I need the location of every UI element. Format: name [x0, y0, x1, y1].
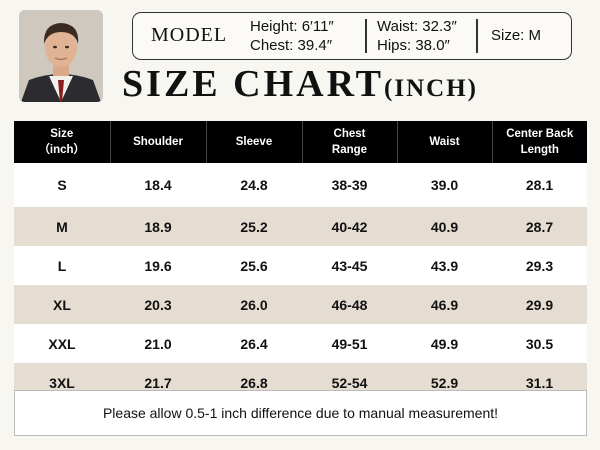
cell-shoulder: 19.6	[110, 246, 206, 285]
cell-size: M	[14, 207, 110, 246]
cell-chest-range: 49-51	[302, 324, 397, 363]
cell-chest-range: 40-42	[302, 207, 397, 246]
table-row: XXL 21.0 26.4 49-51 49.9 30.5	[14, 324, 587, 363]
cell-waist: 43.9	[397, 246, 492, 285]
model-hips: Hips: 38.0″	[377, 37, 450, 54]
title-main: SIZE CHART	[122, 63, 385, 105]
model-waist: Waist: 32.3″	[377, 18, 457, 35]
cell-sleeve: 25.6	[206, 246, 302, 285]
cell-shoulder: 18.4	[110, 163, 206, 207]
cell-size: XXL	[14, 324, 110, 363]
cell-shoulder: 20.3	[110, 285, 206, 324]
divider	[476, 19, 478, 53]
cell-sleeve: 24.8	[206, 163, 302, 207]
table-header-row: Size （inch） Shoulder Sleeve Chest Range Wa…	[14, 121, 587, 163]
cell-size: L	[14, 246, 110, 285]
cell-sleeve: 26.0	[206, 285, 302, 324]
cell-shoulder: 21.0	[110, 324, 206, 363]
model-height: Height: 6′11″	[250, 18, 334, 35]
cell-center-back-length: 28.7	[492, 207, 587, 246]
measurement-note: Please allow 0.5-1 inch difference due t…	[102, 405, 499, 421]
cell-chest-range: 43-45	[302, 246, 397, 285]
table-row: L 19.6 25.6 43-45 43.9 29.3	[14, 246, 587, 285]
cell-sleeve: 25.2	[206, 207, 302, 246]
table-row: M 18.9 25.2 40-42 40.9 28.7	[14, 207, 587, 246]
header-chest-range: Chest Range	[301, 121, 397, 163]
cell-waist: 49.9	[397, 324, 492, 363]
cell-size: S	[14, 163, 110, 207]
table-row: S 18.4 24.8 38-39 39.0 28.1	[14, 163, 587, 207]
table-row: XL 20.3 26.0 46-48 46.9 29.9	[14, 285, 587, 324]
cell-waist: 39.0	[397, 163, 492, 207]
model-size: Size: M	[491, 27, 542, 44]
cell-center-back-length: 28.1	[492, 163, 587, 207]
cell-waist: 46.9	[397, 285, 492, 324]
title-unit: (INCH)	[384, 75, 478, 102]
cell-center-back-length: 30.5	[492, 324, 587, 363]
cell-waist: 40.9	[397, 207, 492, 246]
cell-shoulder: 18.9	[110, 207, 206, 246]
size-table: Size （inch） Shoulder Sleeve Chest Range Wa…	[14, 121, 587, 402]
header-center-back-length: Center Back Length	[491, 121, 587, 163]
header-sleeve: Sleeve	[205, 121, 302, 163]
cell-center-back-length: 29.3	[492, 246, 587, 285]
model-label: MODEL	[151, 24, 228, 46]
divider	[365, 19, 367, 53]
page-title: SIZE CHART(INCH)	[0, 62, 600, 106]
cell-chest-range: 38-39	[302, 163, 397, 207]
model-chest: Chest: 39.4″	[250, 37, 333, 54]
cell-size: XL	[14, 285, 110, 324]
header-waist: Waist	[396, 121, 492, 163]
header-size: Size （inch）	[14, 121, 110, 163]
cell-chest-range: 46-48	[302, 285, 397, 324]
header-shoulder: Shoulder	[109, 121, 206, 163]
model-info-box: MODEL Height: 6′11″ Chest: 39.4″ Waist: …	[132, 12, 572, 60]
model-photo	[19, 10, 103, 102]
cell-sleeve: 26.4	[206, 324, 302, 363]
cell-center-back-length: 29.9	[492, 285, 587, 324]
measurement-note-box: Please allow 0.5-1 inch difference due t…	[14, 390, 587, 436]
